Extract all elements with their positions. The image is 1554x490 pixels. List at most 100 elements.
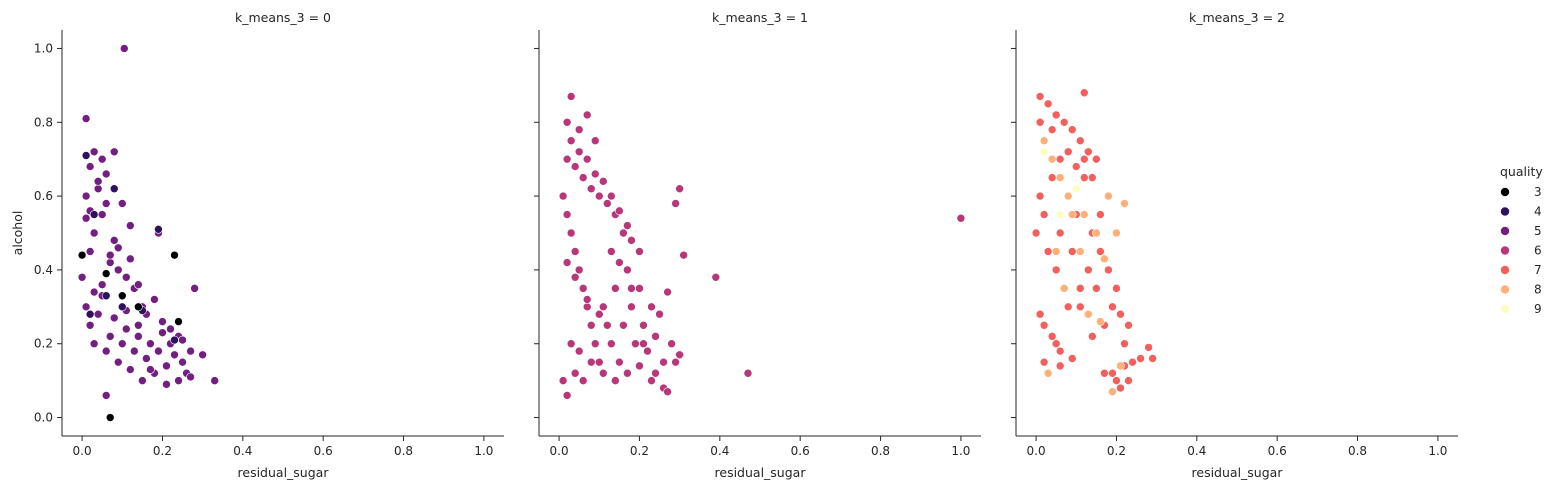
data-point (1039, 147, 1049, 157)
data-point (1116, 361, 1125, 371)
x-tick-label: 0.8 (394, 444, 413, 458)
y-tick-label: 0.4 (34, 263, 53, 277)
data-point (623, 368, 632, 378)
data-point (1051, 247, 1061, 256)
data-point (1088, 173, 1097, 182)
series-quality-6 (558, 92, 966, 400)
legend-label: 5 (1534, 224, 1542, 238)
data-point (93, 177, 103, 186)
data-point (578, 284, 588, 293)
data-point (574, 265, 584, 275)
data-point (150, 295, 159, 304)
data-point (85, 247, 95, 256)
data-point (598, 368, 608, 378)
data-point (85, 320, 95, 330)
data-point (97, 210, 107, 219)
facet-title: k_means_3 = 2 (1189, 10, 1285, 25)
data-point (635, 361, 644, 371)
legend-marker (1500, 284, 1510, 295)
data-point (566, 228, 576, 238)
data-point (623, 265, 632, 275)
facet-panel-2: k_means_3 = 2 residual_sugar 0.0 0.2 0.4 0.… (1011, 10, 1458, 480)
data-point (134, 332, 143, 341)
data-point (1124, 320, 1133, 330)
legend-label: 3 (1534, 185, 1542, 199)
legend-title: quality (1500, 164, 1543, 179)
data-point (562, 154, 572, 164)
data-point (578, 376, 588, 385)
data-point (643, 346, 652, 356)
data-point (1120, 199, 1129, 208)
series-quality-8 (1039, 136, 1129, 397)
data-point (134, 302, 143, 312)
data-point (603, 320, 612, 330)
data-point (134, 320, 143, 330)
data-point (627, 302, 636, 312)
data-point (97, 280, 107, 289)
data-point (711, 272, 721, 282)
data-point (598, 177, 608, 186)
data-point (162, 361, 171, 371)
legend-label: 6 (1534, 244, 1542, 258)
data-point (1096, 317, 1105, 326)
legend-label: 9 (1534, 302, 1542, 316)
data-point (178, 357, 187, 367)
x-tick-label: 0.4 (233, 444, 252, 458)
y-tick-label: 0.6 (34, 189, 53, 203)
data-point (1039, 136, 1049, 146)
data-point (607, 247, 616, 256)
data-point (1108, 387, 1117, 397)
data-point (101, 346, 111, 356)
data-point (1080, 210, 1089, 219)
data-point (570, 272, 580, 282)
data-point (1108, 302, 1117, 312)
data-point (89, 287, 99, 297)
legend-marker (1500, 206, 1510, 217)
data-point (1035, 191, 1045, 201)
data-point (1039, 210, 1049, 219)
data-point (158, 317, 167, 326)
data-point (1080, 173, 1089, 182)
data-point (1051, 110, 1061, 120)
data-point (113, 243, 123, 253)
data-point (1063, 302, 1073, 312)
x-tick-label: 0.2 (630, 444, 649, 458)
data-point (93, 309, 103, 319)
data-point (1067, 247, 1077, 256)
data-point (1047, 173, 1057, 182)
data-point (1063, 147, 1073, 157)
data-point (162, 380, 171, 389)
x-tick-label: 1.0 (474, 444, 493, 458)
data-point (1116, 383, 1125, 393)
data-point (119, 44, 129, 53)
data-point (619, 228, 628, 238)
data-point (117, 302, 127, 312)
data-point (1092, 154, 1101, 164)
data-point (594, 309, 604, 319)
data-point (586, 184, 596, 194)
data-point (574, 147, 584, 157)
data-point (663, 387, 672, 397)
legend: quality 3 4 5 6 7 8 9 (1500, 164, 1543, 316)
legend-marker (1500, 265, 1510, 275)
data-point (1092, 284, 1101, 293)
data-point (590, 169, 600, 179)
data-point (117, 291, 127, 301)
data-point (663, 287, 672, 297)
data-point (1100, 368, 1109, 378)
data-point (623, 221, 632, 230)
data-point (93, 184, 103, 194)
data-point (651, 332, 660, 341)
data-point (562, 117, 572, 127)
x-tick-label: 0.0 (1027, 444, 1046, 458)
data-point (607, 191, 616, 201)
data-point (615, 258, 624, 267)
data-point (105, 413, 115, 422)
data-point (1075, 284, 1085, 293)
data-point (675, 184, 684, 194)
data-point (639, 339, 648, 349)
x-tick-label: 0.8 (871, 444, 890, 458)
data-point (590, 339, 600, 349)
data-point (109, 236, 119, 245)
data-point (101, 269, 111, 278)
